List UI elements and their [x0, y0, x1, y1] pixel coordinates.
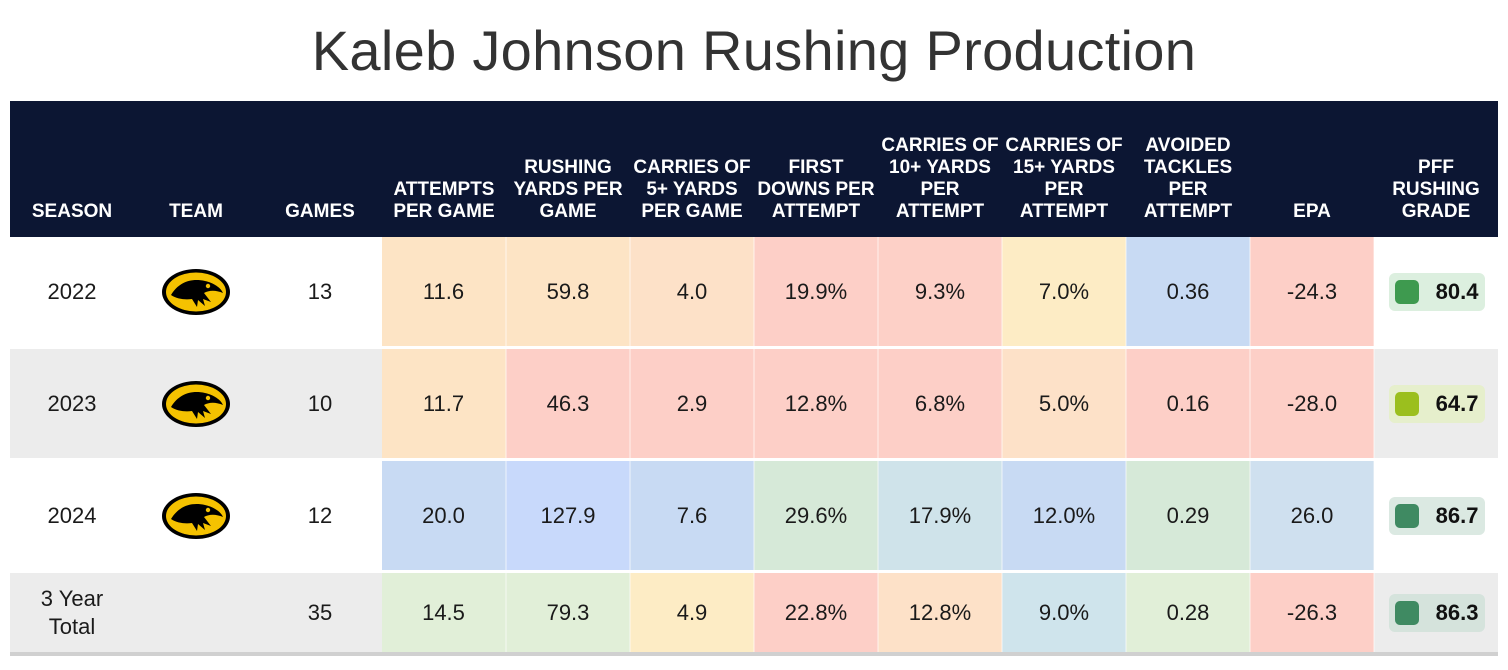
team-cell: [134, 347, 258, 461]
season-cell: 3 Year Total: [10, 571, 134, 656]
metric-cell-carries-15-plus-per-attempt: 5.0%: [1002, 347, 1127, 461]
table-row: 2022 13 11.6 59.8 4.0 19.9% 9.3% 7.0% 0.36 -24.3 8…: [10, 237, 1498, 349]
metric-cell-carries-5-plus-per-game: 7.6: [630, 459, 755, 573]
grade-color-indicator: [1394, 279, 1419, 304]
metric-cell-carries-15-plus-per-attempt: 9.0%: [1002, 571, 1127, 656]
metric-cell-carries-10-plus-per-attempt: 9.3%: [878, 237, 1003, 349]
metric-cell-carries-5-plus-per-game: 2.9: [630, 347, 755, 461]
column-header-rushing-yards-per-game: RUSHING YARDS PER GAME: [513, 157, 623, 222]
header-row: SEASON TEAM GAMES ATTEMPTS PER GAME RUSHING …: [10, 101, 1498, 237]
metric-cell-avoided-tackles-per-attempt: 0.16: [1126, 347, 1251, 461]
metric-cell-avoided-tackles-per-attempt: 0.29: [1126, 459, 1251, 573]
table-body: 2022 13 11.6 59.8 4.0 19.9% 9.3% 7.0% 0.36 -24.3 8…: [10, 237, 1498, 656]
iowa-hawkeyes-logo-icon: [161, 268, 231, 316]
metric-cell-epa: 26.0: [1250, 459, 1375, 573]
games-cell: 13: [258, 237, 382, 349]
metric-cell-carries-5-plus-per-game: 4.9: [630, 571, 755, 656]
grade-value: 86.3: [1435, 599, 1479, 625]
column-header-team: TEAM: [169, 201, 223, 222]
metric-cell-attempts-per-game: 20.0: [382, 459, 507, 573]
grade-color-indicator: [1394, 503, 1419, 528]
metric-cell-first-downs-per-attempt: 29.6%: [754, 459, 879, 573]
column-header-pff-rushing-grade: PFF RUSHING GRADE: [1392, 157, 1480, 222]
column-header-carries-15-plus-per-attempt: CARRIES OF 15+ YARDS PER ATTEMPT: [1005, 135, 1123, 222]
metric-cell-carries-15-plus-per-attempt: 12.0%: [1002, 459, 1127, 573]
metric-cell-rushing-yards-per-game: 46.3: [506, 347, 631, 461]
metric-cell-rushing-yards-per-game: 79.3: [506, 571, 631, 656]
column-header-epa: EPA: [1293, 201, 1331, 222]
metric-cell-carries-10-plus-per-attempt: 6.8%: [878, 347, 1003, 461]
column-header-carries-5-plus-per-game: CARRIES OF 5+ YARDS PER GAME: [633, 157, 751, 222]
column-header-attempts-per-game: ATTEMPTS PER GAME: [393, 179, 495, 222]
metric-cell-first-downs-per-attempt: 22.8%: [754, 571, 879, 656]
metric-cell-avoided-tackles-per-attempt: 0.36: [1126, 237, 1251, 349]
metric-cell-carries-15-plus-per-attempt: 7.0%: [1002, 237, 1127, 349]
team-cell: [134, 459, 258, 573]
metric-cell-first-downs-per-attempt: 19.9%: [754, 237, 879, 349]
grade-badge: 86.7: [1388, 496, 1485, 535]
team-cell: [134, 571, 258, 656]
season-cell: 2022: [10, 237, 134, 349]
grade-cell: 86.3: [1374, 571, 1498, 656]
metric-cell-attempts-per-game: 11.7: [382, 347, 507, 461]
games-cell: 10: [258, 347, 382, 461]
metric-cell-epa: -26.3: [1250, 571, 1375, 656]
grade-cell: 80.4: [1374, 237, 1498, 349]
metric-cell-attempts-per-game: 14.5: [382, 571, 507, 656]
grade-badge: 80.4: [1388, 272, 1485, 311]
chart-title: Kaleb Johnson Rushing Production: [311, 19, 1197, 82]
grade-badge: 64.7: [1388, 384, 1485, 423]
metric-cell-carries-10-plus-per-attempt: 12.8%: [878, 571, 1003, 656]
grade-value: 86.7: [1435, 502, 1479, 528]
grade-value: 80.4: [1435, 278, 1479, 304]
metric-cell-epa: -24.3: [1250, 237, 1375, 349]
metric-cell-carries-5-plus-per-game: 4.0: [630, 237, 755, 349]
grade-color-indicator: [1394, 391, 1419, 416]
column-header-first-downs-per-attempt: FIRST DOWNS PER ATTEMPT: [757, 157, 875, 222]
grade-cell: 86.7: [1374, 459, 1498, 573]
iowa-hawkeyes-logo-icon: [161, 380, 231, 428]
table-row: 3 Year Total 35 14.5 79.3 4.9 22.8% 12.8% 9.0% 0…: [10, 571, 1498, 656]
grade-color-indicator: [1394, 600, 1419, 625]
table-row: 2024 12 20.0 127.9 7.6 29.6% 17.9% 12.0% 0.29 26.…: [10, 459, 1498, 573]
iowa-hawkeyes-logo-icon: [161, 492, 231, 540]
games-cell: 35: [258, 571, 382, 656]
column-header-games: GAMES: [285, 201, 355, 222]
grade-cell: 64.7: [1374, 347, 1498, 461]
column-header-season: SEASON: [31, 201, 113, 222]
metric-cell-epa: -28.0: [1250, 347, 1375, 461]
games-cell: 12: [258, 459, 382, 573]
team-cell: [134, 237, 258, 349]
metric-cell-avoided-tackles-per-attempt: 0.28: [1126, 571, 1251, 656]
season-cell: 2024: [10, 459, 134, 573]
grade-badge: 86.3: [1388, 593, 1485, 632]
metric-cell-attempts-per-game: 11.6: [382, 237, 507, 349]
column-header-avoided-tackles-per-attempt: AVOIDED TACKLES PER ATTEMPT: [1143, 135, 1233, 222]
rushing-stats-table: SEASON TEAM GAMES ATTEMPTS PER GAME RUSHING …: [10, 101, 1498, 656]
season-cell: 2023: [10, 347, 134, 461]
metric-cell-first-downs-per-attempt: 12.8%: [754, 347, 879, 461]
metric-cell-rushing-yards-per-game: 59.8: [506, 237, 631, 349]
metric-cell-rushing-yards-per-game: 127.9: [506, 459, 631, 573]
table-row: 2023 10 11.7 46.3 2.9 12.8% 6.8% 5.0% 0.16 -28.0 6…: [10, 347, 1498, 461]
column-header-carries-10-plus-per-attempt: CARRIES OF 10+ YARDS PER ATTEMPT: [881, 135, 999, 222]
grade-value: 64.7: [1435, 390, 1479, 416]
metric-cell-carries-10-plus-per-attempt: 17.9%: [878, 459, 1003, 573]
